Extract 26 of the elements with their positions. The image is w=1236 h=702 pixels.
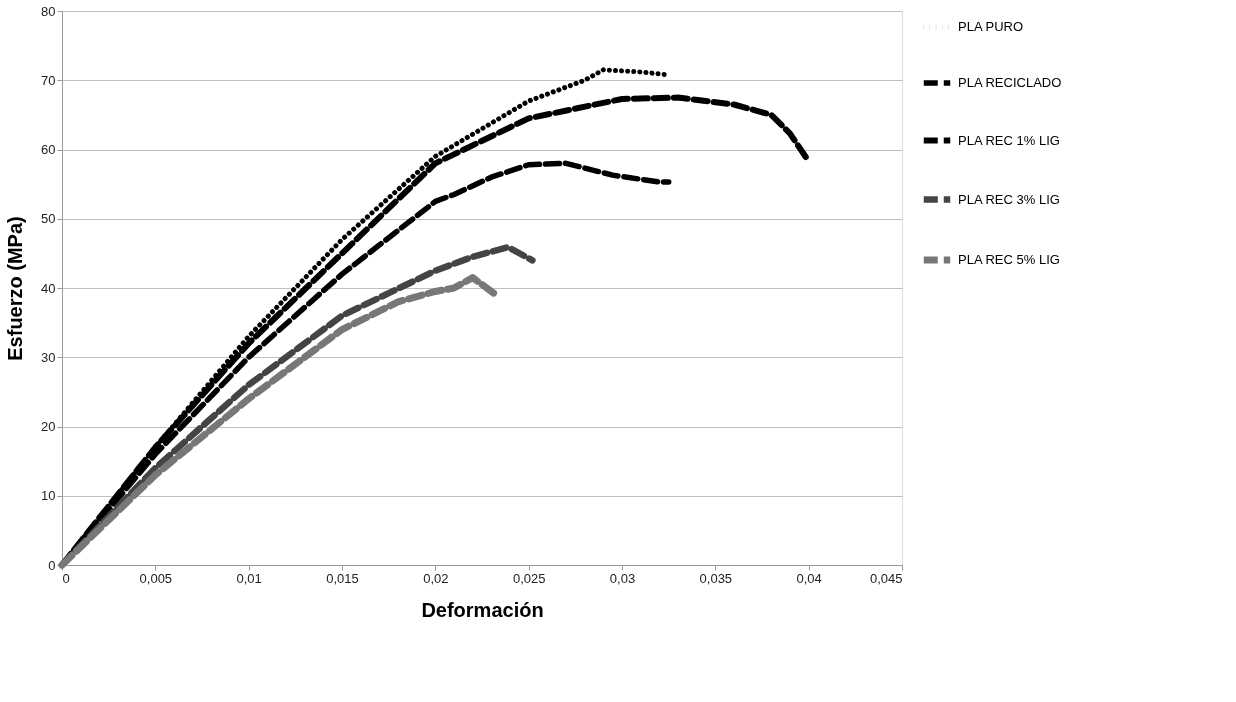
x-tick-label: 0,035 bbox=[699, 570, 733, 586]
y-tick-label: 10 bbox=[41, 488, 56, 504]
legend-label: PLA REC 3% LIG bbox=[958, 191, 1060, 207]
legend-label: PLA REC 1% LIG bbox=[958, 132, 1060, 148]
legend-label: PLA PURO bbox=[958, 19, 1024, 34]
y-tick-label: 40 bbox=[41, 280, 56, 296]
y-axis-title: Esfuerzo (MPa) bbox=[4, 216, 27, 361]
x-axis-title: Deformación bbox=[421, 598, 544, 621]
x-tick-label: 0,03 bbox=[609, 570, 636, 586]
x-tick-label: 0,01 bbox=[236, 570, 262, 586]
x-tick-label: 0,045 bbox=[869, 570, 903, 586]
x-tick-label: 0,04 bbox=[796, 570, 822, 586]
y-tick-label: 20 bbox=[41, 419, 56, 434]
x-tick-label: 0,02 bbox=[423, 570, 449, 586]
x-tick-label: 0,015 bbox=[326, 570, 359, 586]
x-tick-label: 0,025 bbox=[512, 570, 546, 586]
y-tick-label: 80 bbox=[41, 3, 56, 19]
y-tick-label: 0 bbox=[48, 557, 56, 573]
y-tick-label: 30 bbox=[41, 349, 56, 365]
y-tick-label: 60 bbox=[41, 142, 56, 157]
legend-label: PLA RECICLADO bbox=[958, 75, 1062, 90]
x-tick-label: 0,005 bbox=[139, 570, 173, 586]
x-tick-label: 0 bbox=[62, 570, 70, 586]
y-tick-label: 50 bbox=[41, 211, 56, 227]
y-tick-label: 70 bbox=[41, 72, 56, 88]
legend-label: PLA REC 5% LIG bbox=[958, 252, 1060, 267]
